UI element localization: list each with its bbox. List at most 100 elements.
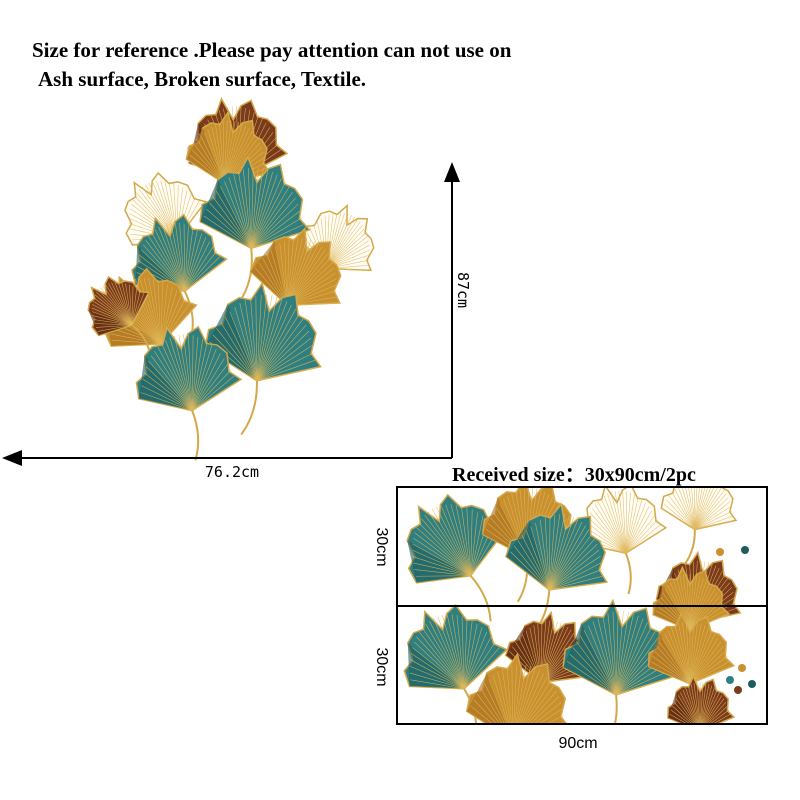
- leaf-vein: [549, 533, 593, 591]
- leaf-vein: [579, 635, 617, 695]
- leaf-vein: [145, 366, 193, 411]
- leaf-vein: [625, 496, 639, 554]
- leaf-vein: [463, 647, 500, 689]
- leaf-vein: [250, 167, 259, 249]
- leaf-vein: [191, 336, 199, 411]
- leaf-vein: [216, 328, 258, 381]
- leaf-vein: [549, 514, 556, 590]
- leaf-vein: [157, 346, 193, 411]
- leaf-vein: [250, 197, 296, 249]
- leaf-vein: [410, 653, 465, 690]
- leaf-vein: [184, 233, 202, 292]
- leaf-vein: [184, 250, 218, 292]
- leaf-vein: [410, 659, 465, 690]
- leaf-vein: [111, 282, 133, 326]
- leaf-vein: [597, 617, 617, 695]
- leaf-vein: [607, 613, 617, 695]
- leaf-vein: [451, 614, 465, 689]
- leaf-vein: [689, 592, 718, 631]
- leaf-vein: [625, 499, 643, 554]
- leaf-vein: [131, 287, 138, 326]
- leaf-vein: [535, 522, 550, 590]
- leaf-vein: [141, 186, 178, 240]
- leaf-vein: [694, 516, 733, 530]
- leaf-vein: [256, 294, 262, 381]
- leaf-vein: [200, 136, 225, 184]
- leaf-vein: [549, 555, 601, 591]
- leaf-vein: [690, 487, 696, 530]
- leaf-vein: [409, 672, 465, 690]
- leaf-vein: [286, 237, 299, 306]
- leaf-vein: [689, 623, 702, 684]
- leaf-vein: [238, 171, 252, 249]
- leaf-vein: [689, 577, 704, 631]
- leaf-vein: [212, 334, 258, 382]
- leaf-vein: [549, 515, 570, 590]
- leaf-vein: [191, 341, 208, 411]
- leaf-vein: [668, 718, 683, 724]
- leaf-vein: [610, 492, 627, 554]
- leaf-vein: [689, 574, 698, 631]
- leaf-vein: [689, 620, 695, 684]
- leaf-vein: [694, 487, 721, 530]
- leaf-vein: [587, 517, 627, 554]
- leaf-vein: [412, 556, 471, 577]
- leaf-stem: [624, 552, 632, 595]
- leaf-vein: [135, 278, 162, 345]
- leaf-vein: [513, 545, 550, 591]
- height-label: 87cm: [454, 272, 472, 308]
- leaf: [199, 155, 311, 301]
- leaf-vein: [480, 688, 514, 724]
- leaf-vein: [286, 238, 308, 306]
- leaf-vein: [658, 641, 691, 684]
- leaf-vein: [689, 656, 728, 684]
- leaf: [204, 281, 322, 436]
- leaf-vein: [549, 515, 551, 590]
- leaf-vein: [256, 294, 268, 381]
- leaf: [579, 487, 668, 595]
- leaf-vein: [413, 538, 471, 576]
- leaf: [131, 213, 228, 337]
- leaf-vein: [693, 487, 696, 530]
- leaf-vein: [470, 512, 478, 576]
- leaf-vein: [694, 497, 729, 530]
- leaf-vein: [678, 623, 691, 684]
- leaf-vein: [229, 311, 258, 381]
- leaf-vein: [463, 641, 496, 689]
- leaf-vein: [512, 664, 527, 724]
- leaf-vein: [251, 217, 303, 249]
- leaf-vein: [709, 709, 730, 724]
- leaf-vein: [96, 291, 133, 326]
- leaf-vein: [625, 492, 631, 554]
- leaf-vein: [411, 686, 465, 690]
- dot-decor: [734, 686, 742, 694]
- leaf-vein: [682, 689, 698, 724]
- dot-decor: [738, 664, 746, 672]
- leaf-vein: [512, 670, 540, 724]
- leaf-vein: [114, 282, 133, 326]
- leaf-vein: [686, 574, 691, 631]
- leaf-vein: [549, 575, 603, 591]
- leaf-vein: [602, 615, 617, 695]
- leaf-shade: [648, 632, 690, 684]
- leaf-vein: [674, 487, 696, 530]
- leaf-vein: [549, 525, 586, 590]
- leaf-vein: [512, 664, 518, 724]
- leaf-vein: [250, 186, 290, 249]
- leaf-vein: [476, 693, 514, 724]
- reference-artwork: [87, 97, 375, 461]
- leaf-vein: [158, 226, 185, 292]
- leaf-vein: [437, 616, 465, 689]
- leaf-vein: [142, 378, 193, 411]
- leaf-shade: [204, 304, 257, 381]
- leaf-vein: [694, 487, 718, 530]
- leaf-vein: [140, 399, 193, 411]
- leaf-vein: [250, 297, 258, 381]
- leaf-vein: [98, 289, 133, 326]
- leaf-vein: [191, 338, 203, 411]
- leaf-vein: [600, 497, 627, 554]
- leaf-vein: [256, 298, 283, 381]
- leaf-vein: [703, 692, 720, 724]
- leaf-vein: [661, 637, 691, 684]
- leaf-vein: [250, 171, 274, 249]
